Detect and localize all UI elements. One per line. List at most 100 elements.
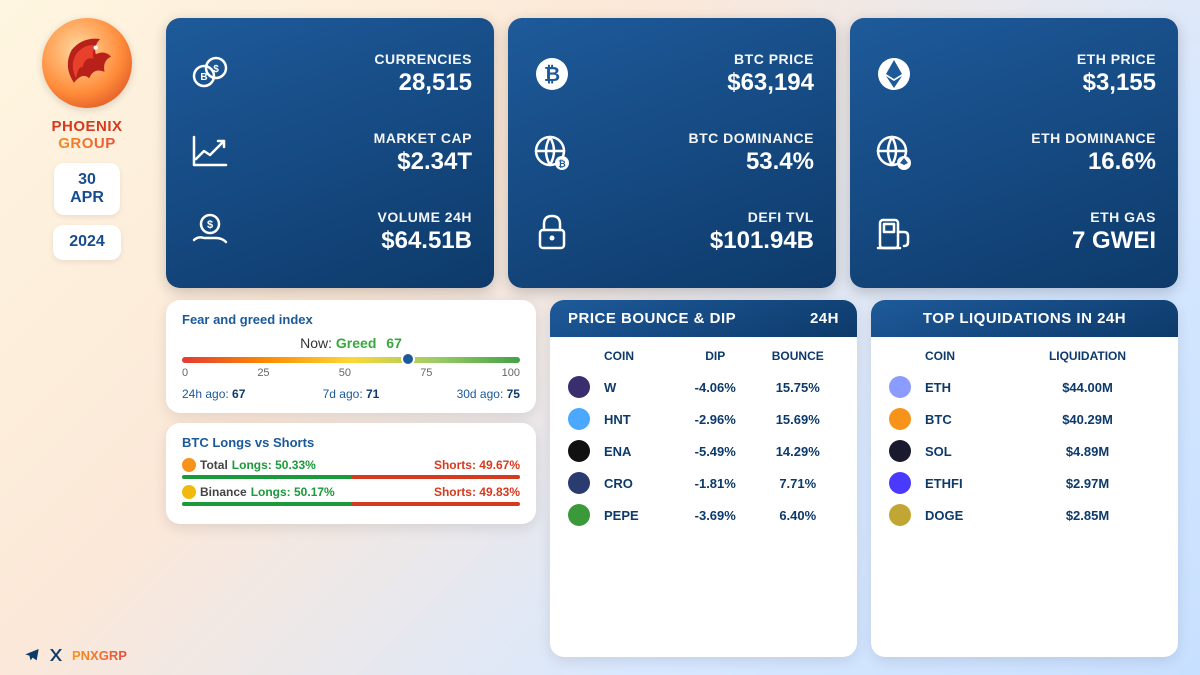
fg-tick: 25 bbox=[257, 367, 269, 379]
ls-exchange: Total Longs: 50.33% bbox=[182, 458, 316, 472]
ls-row: Binance Longs: 50.17% Shorts: 49.83% bbox=[182, 485, 520, 506]
table-row: ETH $44.00M bbox=[889, 371, 1160, 403]
chart-up-icon bbox=[184, 127, 236, 179]
table-row: HNT -2.96% 15.69% bbox=[568, 403, 839, 435]
ls-row: Total Longs: 50.33% Shorts: 49.67% bbox=[182, 458, 520, 479]
table-row: DOGE $2.85M bbox=[889, 499, 1160, 531]
fg-gradient-bar bbox=[182, 357, 520, 363]
liq-symbol: SOL bbox=[925, 444, 1015, 459]
table-row: CRO -1.81% 7.71% bbox=[568, 467, 839, 499]
svg-text:$: $ bbox=[213, 64, 219, 75]
ls-bar bbox=[182, 502, 520, 506]
fg-ticks: 0 25 50 75 100 bbox=[182, 367, 520, 379]
fg-hist-item: 7d ago: 71 bbox=[323, 387, 380, 401]
liq-value: $4.89M bbox=[1015, 444, 1160, 459]
table-row: ETHFI $2.97M bbox=[889, 467, 1160, 499]
binance-mini-icon bbox=[182, 485, 196, 499]
globe-eth-icon bbox=[868, 127, 920, 179]
metric-card-1: ₿ BTC PRICE $63,194 ₿ BTC DOMINANCE 53.4… bbox=[508, 18, 836, 288]
metric-row: ETH PRICE $3,155 bbox=[868, 48, 1156, 100]
hand-dollar-icon: $ bbox=[184, 206, 236, 258]
table-row: SOL $4.89M bbox=[889, 435, 1160, 467]
pb-title-left: PRICE BOUNCE & DIP bbox=[568, 310, 736, 327]
coin-icon bbox=[568, 472, 590, 494]
liq-symbol: ETHFI bbox=[925, 476, 1015, 491]
metric-value: $64.51B bbox=[250, 227, 472, 255]
pb-bounce: 14.29% bbox=[757, 444, 840, 459]
coin-icon bbox=[889, 504, 911, 526]
metric-row: B$ CURRENCIES 28,515 bbox=[184, 48, 472, 100]
brand-line1: PHOENIX bbox=[51, 118, 122, 135]
fg-hist-item: 24h ago: 67 bbox=[182, 387, 245, 401]
phoenix-icon bbox=[52, 28, 122, 98]
globe-btc-icon: ₿ bbox=[526, 127, 578, 179]
liq-value: $2.85M bbox=[1015, 508, 1160, 523]
pb-bounce: 6.40% bbox=[757, 508, 840, 523]
svg-text:₿: ₿ bbox=[558, 159, 565, 169]
metric-label: ETH GAS bbox=[934, 209, 1156, 225]
coin-icon bbox=[889, 472, 911, 494]
metric-value: 16.6% bbox=[934, 148, 1156, 176]
metric-label: ETH PRICE bbox=[934, 51, 1156, 67]
fg-tick: 50 bbox=[339, 367, 351, 379]
liquidations-header: TOP LIQUIDATIONS IN 24H bbox=[871, 300, 1178, 337]
coins-icon: B$ bbox=[184, 48, 236, 100]
liq-h-value: LIQUIDATION bbox=[1015, 349, 1160, 363]
bitcoin-mini-icon bbox=[182, 458, 196, 472]
longs-shorts-title: BTC Longs vs Shorts bbox=[182, 435, 520, 450]
pb-title-right: 24H bbox=[810, 310, 839, 327]
pb-dip: -2.96% bbox=[674, 412, 757, 427]
metric-card-2: ETH PRICE $3,155 ETH DOMINANCE 16.6% ETH… bbox=[850, 18, 1178, 288]
svg-text:₿: ₿ bbox=[544, 64, 560, 86]
ls-exchange: Binance Longs: 50.17% bbox=[182, 485, 335, 499]
fg-pointer bbox=[401, 352, 415, 366]
liq-h-coin: COIN bbox=[925, 349, 1015, 363]
coin-icon bbox=[889, 408, 911, 430]
brand-name: PHOENIX GROUP bbox=[51, 118, 122, 153]
pb-dip: -4.06% bbox=[674, 380, 757, 395]
svg-text:$: $ bbox=[207, 219, 213, 231]
metric-value: 28,515 bbox=[250, 69, 472, 97]
telegram-icon bbox=[24, 647, 40, 663]
fg-now-state: Greed bbox=[336, 335, 376, 351]
metric-label: CURRENCIES bbox=[250, 51, 472, 67]
year-box: 2024 bbox=[53, 225, 121, 259]
x-icon bbox=[48, 647, 64, 663]
fg-tick: 0 bbox=[182, 367, 188, 379]
metric-row: MARKET CAP $2.34T bbox=[184, 127, 472, 179]
coin-icon bbox=[889, 440, 911, 462]
pb-symbol: ENA bbox=[604, 444, 674, 459]
gas-pump-icon bbox=[868, 206, 920, 258]
pb-symbol: PEPE bbox=[604, 508, 674, 523]
metric-row: ETH GAS 7 GWEI bbox=[868, 206, 1156, 258]
liq-value: $44.00M bbox=[1015, 380, 1160, 395]
sidebar: PHOENIX GROUP 30 APR 2024 bbox=[22, 18, 152, 657]
pb-dip: -3.69% bbox=[674, 508, 757, 523]
liq-value: $2.97M bbox=[1015, 476, 1160, 491]
svg-text:B: B bbox=[200, 72, 207, 83]
pb-dip: -5.49% bbox=[674, 444, 757, 459]
coin-icon bbox=[568, 408, 590, 430]
metric-value: 53.4% bbox=[592, 148, 814, 176]
pb-head-row: COIN DIP BOUNCE bbox=[568, 345, 839, 371]
metric-row: ₿ BTC DOMINANCE 53.4% bbox=[526, 127, 814, 179]
metric-value: $101.94B bbox=[592, 227, 814, 255]
pb-bounce: 7.71% bbox=[757, 476, 840, 491]
pb-dip: -1.81% bbox=[674, 476, 757, 491]
metric-row: ETH DOMINANCE 16.6% bbox=[868, 127, 1156, 179]
fg-tick: 75 bbox=[420, 367, 432, 379]
fg-hist-item: 30d ago: 75 bbox=[457, 387, 520, 401]
table-row: ENA -5.49% 14.29% bbox=[568, 435, 839, 467]
liquidations-panel: TOP LIQUIDATIONS IN 24H COIN LIQUIDATION… bbox=[871, 300, 1178, 657]
metric-label: BTC DOMINANCE bbox=[592, 130, 814, 146]
price-bounce-panel: PRICE BOUNCE & DIP 24H COIN DIP BOUNCE W… bbox=[550, 300, 857, 657]
table-row: PEPE -3.69% 6.40% bbox=[568, 499, 839, 531]
fg-tick: 100 bbox=[502, 367, 520, 379]
metric-value: $2.34T bbox=[250, 148, 472, 176]
metric-row: $ VOLUME 24H $64.51B bbox=[184, 206, 472, 258]
top-metric-cards: B$ CURRENCIES 28,515 MARKET CAP $2.34T $… bbox=[166, 18, 1178, 288]
footer-handle-text: PNXGRP bbox=[72, 648, 127, 663]
lock-icon bbox=[526, 206, 578, 258]
metric-card-0: B$ CURRENCIES 28,515 MARKET CAP $2.34T $… bbox=[166, 18, 494, 288]
table-row: W -4.06% 15.75% bbox=[568, 371, 839, 403]
